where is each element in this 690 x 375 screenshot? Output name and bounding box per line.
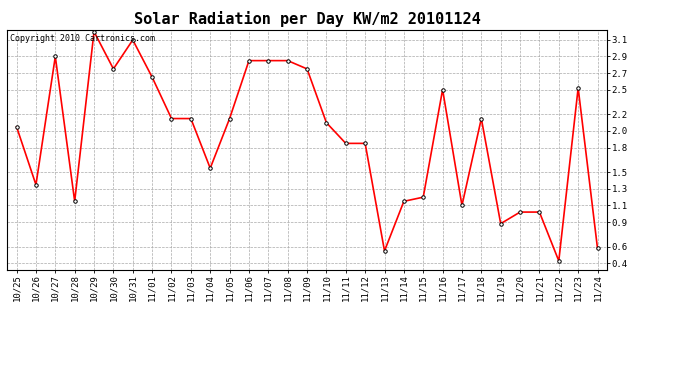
Text: Copyright 2010 Cartronics.com: Copyright 2010 Cartronics.com [10, 34, 155, 43]
Title: Solar Radiation per Day KW/m2 20101124: Solar Radiation per Day KW/m2 20101124 [134, 12, 480, 27]
